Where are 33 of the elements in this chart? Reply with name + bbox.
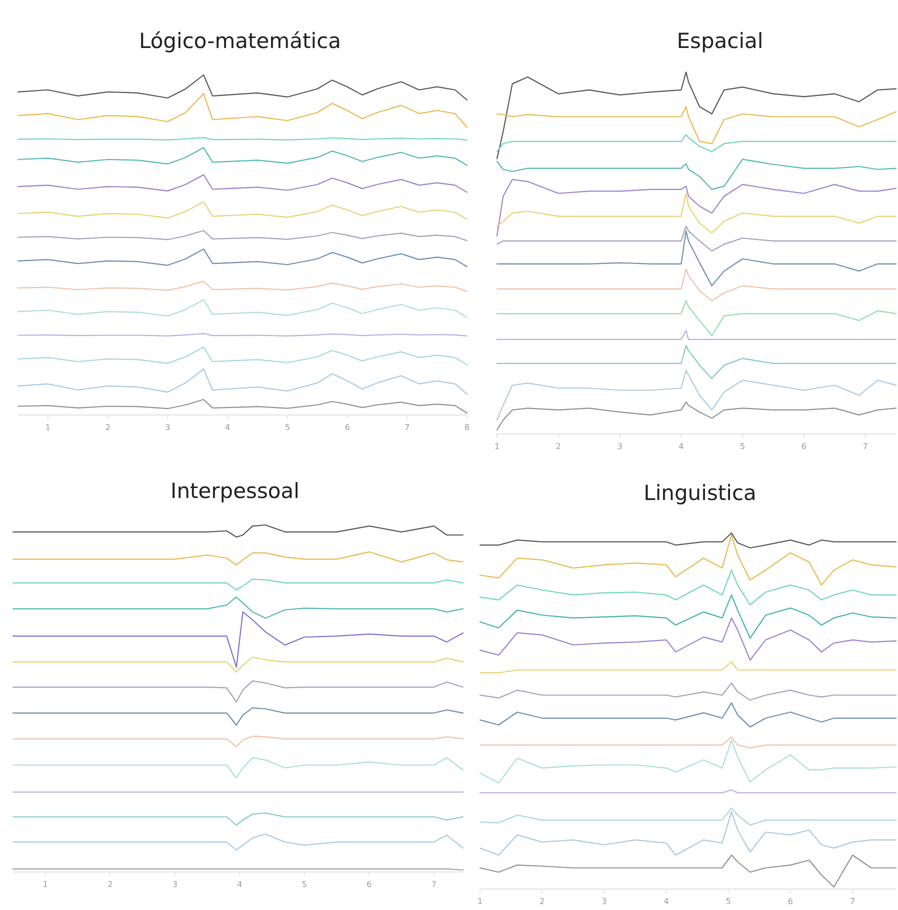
chart-title: Lógico-matemática <box>139 29 341 53</box>
chart-title: Espacial <box>676 29 764 53</box>
x-tick-label: 2 <box>108 880 113 889</box>
x-tick-label: 5 <box>284 423 290 432</box>
x-tick-label: 4 <box>237 880 242 889</box>
x-tick-label: 3 <box>617 442 622 451</box>
x-tick-label: 1 <box>477 897 483 906</box>
chart-title: Interpessoal <box>170 479 300 503</box>
x-tick-label: 2 <box>556 442 561 451</box>
x-tick-label: 6 <box>344 423 350 432</box>
x-tick-label: 5 <box>302 880 307 889</box>
x-tick-label: 4 <box>224 423 230 432</box>
x-tick-label: 1 <box>45 423 50 432</box>
x-tick-label: 7 <box>431 880 436 889</box>
x-tick-label: 7 <box>862 442 868 451</box>
x-tick-label: 6 <box>788 897 793 906</box>
x-tick-label: 3 <box>165 423 170 432</box>
x-tick-label: 3 <box>602 897 607 906</box>
x-tick-label: 6 <box>366 880 372 889</box>
chart-title: Linguistica <box>644 481 756 505</box>
x-tick-label: 6 <box>801 442 806 451</box>
x-tick-label: 2 <box>540 897 545 906</box>
x-tick-label: 4 <box>678 442 684 451</box>
x-tick-label: 8 <box>464 423 470 432</box>
x-tick-label: 5 <box>740 442 746 451</box>
x-tick-label: 3 <box>172 880 178 889</box>
x-tick-label: 2 <box>105 423 110 432</box>
x-tick-label: 7 <box>404 423 410 432</box>
x-tick-label: 1 <box>494 442 500 451</box>
x-tick-label: 7 <box>850 897 856 906</box>
x-tick-label: 4 <box>664 897 669 906</box>
x-tick-label: 1 <box>42 880 48 889</box>
x-tick-label: 5 <box>726 897 731 906</box>
